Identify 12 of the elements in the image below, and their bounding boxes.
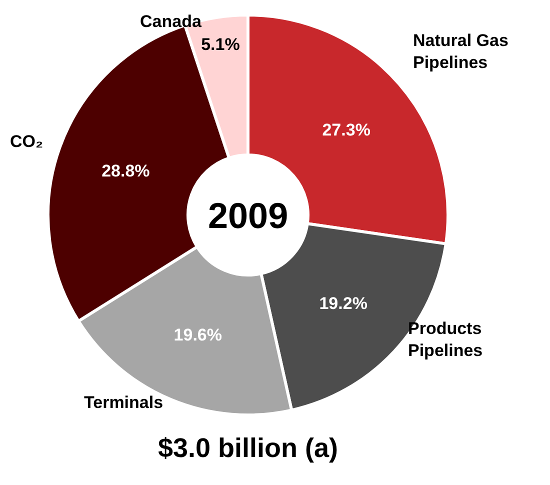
slice-label: Terminals [84,393,164,412]
slice-label: CO₂ [10,132,44,151]
data-label: 19.6% [174,325,222,344]
slice-label: Natural Gas Pipelines [413,31,508,72]
data-label: 27.3% [322,120,370,140]
text: 2009 [208,195,288,236]
data-label: 5.1% [201,35,240,54]
data-label: 19.2% [319,294,368,313]
slice-label: Canada [140,12,202,31]
data-label: 28.8% [102,161,150,180]
slice-label: Products Pipelines [408,319,483,360]
text: $3.0 billion (a) [158,433,338,463]
